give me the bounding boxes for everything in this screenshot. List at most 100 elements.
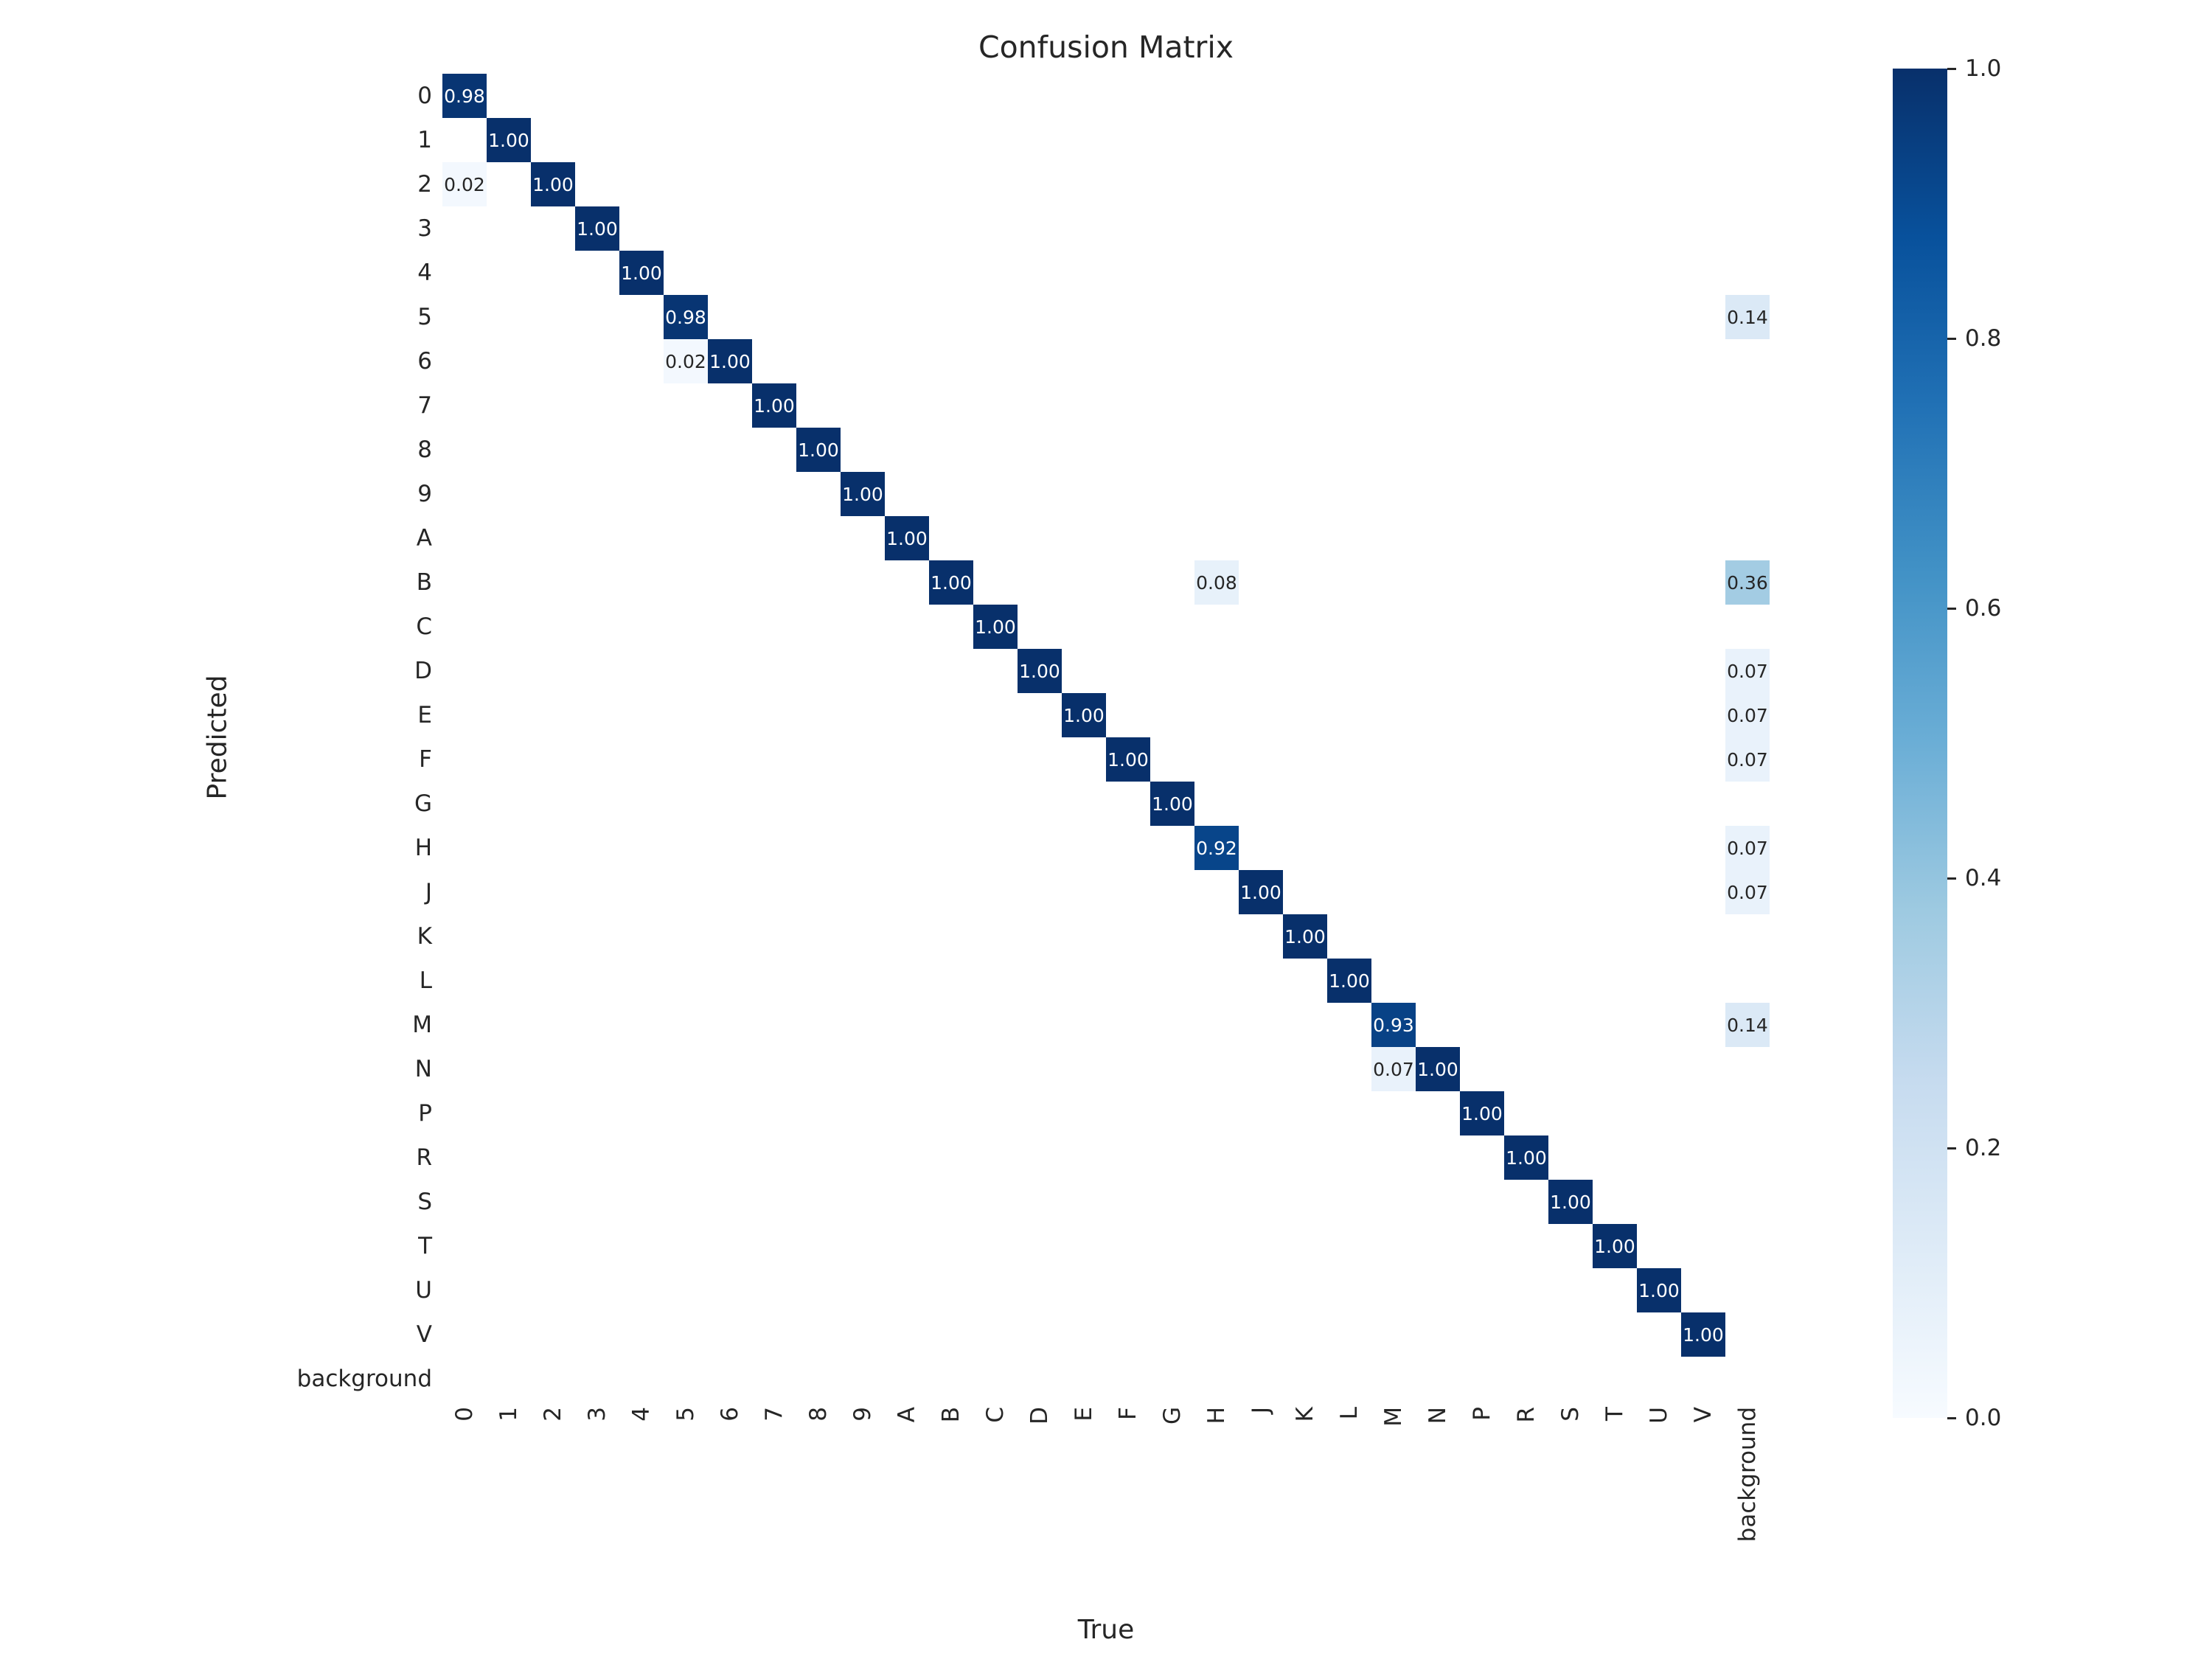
y-tick-label: R	[416, 1144, 432, 1171]
heatmap-cell: 1.00	[531, 162, 575, 206]
colorbar-tick	[1947, 1416, 1956, 1419]
x-tick-label: R	[1513, 1407, 1540, 1423]
y-axis-label: Predicted	[202, 675, 233, 800]
colorbar	[1893, 69, 1947, 1418]
x-tick-label: C	[982, 1407, 1009, 1423]
heatmap-cell: 1.00	[619, 251, 664, 295]
x-tick-label: 5	[672, 1407, 699, 1422]
x-tick-label: D	[1026, 1407, 1053, 1425]
x-tick-label: 7	[761, 1407, 787, 1422]
heatmap-cell: 0.08	[1194, 560, 1239, 605]
x-tick-label: H	[1203, 1407, 1230, 1425]
x-tick-label: N	[1425, 1407, 1451, 1425]
y-tick-label: K	[417, 923, 432, 950]
heatmap-cell: 1.00	[1681, 1312, 1725, 1357]
y-tick-label: D	[414, 658, 432, 684]
x-tick-label: 3	[584, 1407, 611, 1422]
x-tick-label: T	[1601, 1407, 1628, 1421]
x-tick-label: 6	[717, 1407, 743, 1422]
y-tick-label: E	[417, 702, 432, 728]
x-tick-label: background	[1734, 1407, 1761, 1543]
y-tick-label: 2	[417, 171, 432, 198]
colorbar-tick-label: 0.2	[1965, 1135, 2002, 1161]
x-tick-label: K	[1292, 1407, 1318, 1422]
heatmap-cell: 1.00	[1637, 1268, 1681, 1312]
colorbar-tick-label: 0.6	[1965, 595, 2002, 622]
y-tick-label: N	[414, 1056, 432, 1082]
x-tick-label: E	[1071, 1407, 1097, 1422]
x-tick-label: 2	[540, 1407, 566, 1422]
heatmap-cell: 1.00	[1018, 649, 1062, 693]
y-tick-label: U	[415, 1277, 432, 1304]
y-tick-label: 5	[417, 304, 432, 330]
y-tick-label: M	[412, 1012, 432, 1038]
colorbar-tick	[1947, 337, 1956, 340]
heatmap-cell: 0.07	[1725, 737, 1770, 782]
x-tick-label: 4	[628, 1407, 655, 1422]
x-tick-label: G	[1159, 1407, 1186, 1425]
heatmap-cell: 0.14	[1725, 1003, 1770, 1047]
y-tick-label: 3	[417, 215, 432, 242]
x-tick-label: L	[1336, 1407, 1363, 1420]
y-tick-label: S	[417, 1189, 432, 1215]
colorbar-tick	[1947, 607, 1956, 610]
x-axis-label: True	[1077, 1615, 1135, 1645]
x-tick-label: F	[1115, 1407, 1141, 1420]
heatmap-cell: 1.00	[1239, 870, 1283, 914]
y-tick-label: A	[416, 525, 432, 552]
heatmap-cell: 0.07	[1725, 826, 1770, 870]
colorbar-tick	[1947, 67, 1956, 70]
heatmap-cell: 1.00	[708, 339, 752, 383]
heatmap-cell: 0.07	[1725, 649, 1770, 693]
y-tick-label: 0	[417, 83, 432, 109]
heatmap-cell: 0.02	[442, 162, 487, 206]
heatmap-cell: 0.02	[664, 339, 708, 383]
y-tick-label: B	[416, 569, 432, 596]
heatmap-cell: 0.92	[1194, 826, 1239, 870]
x-tick-label: J	[1248, 1407, 1274, 1414]
y-tick-label: V	[416, 1321, 432, 1348]
x-tick-label: P	[1469, 1407, 1495, 1421]
y-tick-label: C	[416, 613, 432, 640]
plot-area: 0.98 1.00 0.02 1.00 1.00 1.00 0.98 0.14 0.02 1.00…	[442, 74, 1770, 1401]
heatmap-cell: 1.00	[929, 560, 973, 605]
heatmap-cell: 1.00	[1327, 959, 1371, 1003]
x-tick-label: 9	[849, 1407, 876, 1422]
y-tick-label: L	[419, 967, 432, 994]
heatmap-cell: 0.98	[664, 295, 708, 339]
x-tick-label: A	[894, 1407, 920, 1423]
colorbar-tick-label: 0.0	[1965, 1405, 2002, 1431]
y-tick-label: 1	[417, 127, 432, 153]
heatmap-cell: 1.00	[1504, 1135, 1548, 1180]
y-tick-label: 8	[417, 437, 432, 463]
y-tick-label: 6	[417, 348, 432, 375]
heatmap-cell: 0.07	[1371, 1047, 1416, 1091]
y-tick-label: P	[418, 1100, 432, 1127]
heatmap-cell: 0.14	[1725, 295, 1770, 339]
x-tick-label: 0	[451, 1407, 478, 1422]
chart-title: Confusion Matrix	[978, 29, 1234, 65]
y-tick-label: 9	[417, 481, 432, 507]
heatmap-cell: 1.00	[1416, 1047, 1460, 1091]
x-tick-label: 1	[495, 1407, 522, 1422]
x-tick-label: M	[1380, 1407, 1407, 1427]
heatmap-cell: 0.07	[1725, 870, 1770, 914]
x-tick-label: 8	[805, 1407, 832, 1422]
y-tick-label: F	[419, 746, 432, 773]
heatmap-cell: 1.00	[487, 118, 531, 162]
heatmap-cell: 1.00	[1283, 914, 1327, 959]
heatmap-cell: 1.00	[1150, 782, 1194, 826]
y-tick-label: J	[425, 879, 432, 905]
y-tick-label: T	[418, 1233, 432, 1259]
heatmap-cell: 1.00	[885, 516, 929, 560]
y-tick-label: H	[414, 835, 432, 861]
colorbar-tick-label: 0.8	[1965, 325, 2002, 352]
x-tick-label: B	[938, 1407, 964, 1423]
colorbar-tick	[1947, 1147, 1956, 1150]
heatmap-cell: 1.00	[1548, 1180, 1593, 1224]
heatmap-cell: 0.93	[1371, 1003, 1416, 1047]
y-tick-label: 4	[417, 260, 432, 286]
colorbar-tick-label: 0.4	[1965, 865, 2002, 891]
x-tick-label: V	[1690, 1407, 1717, 1423]
